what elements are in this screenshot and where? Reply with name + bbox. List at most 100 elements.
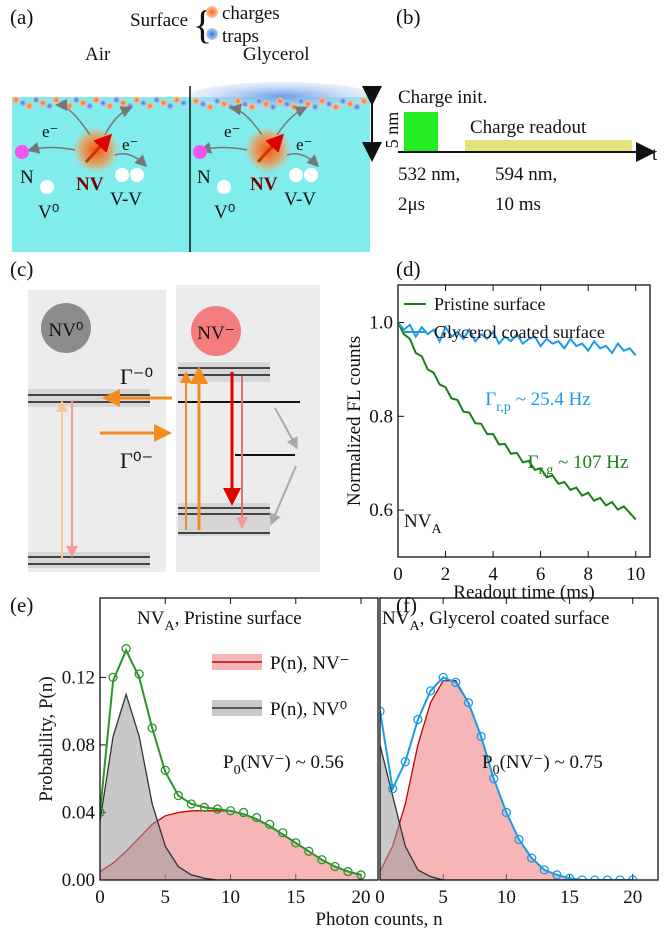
x-tick-label: 6	[536, 564, 546, 585]
plot-frame	[99, 597, 379, 881]
panel-c: NV⁰ NV⁻ Γ⁻⁰ Γ⁰⁻	[28, 285, 320, 572]
line	[100, 647, 362, 876]
surface-dot	[113, 96, 120, 104]
nv-label: NV	[250, 174, 278, 195]
annotation-part: NV	[382, 608, 410, 629]
annotation-part: NV	[137, 608, 165, 629]
annotation-part: A	[409, 619, 420, 634]
data-point	[577, 875, 587, 880]
data-point	[134, 669, 144, 679]
annotation: P0(NV⁻) ~ 0.56	[223, 752, 344, 778]
data-point	[425, 686, 436, 696]
y-tick-label: 0.8	[369, 406, 393, 427]
annotation-part: ~ 25.4 Hz	[511, 389, 591, 410]
surface-dot	[241, 100, 249, 108]
glycerol-layer	[190, 82, 374, 110]
surface-dot	[46, 102, 53, 110]
surface-dot	[199, 100, 207, 108]
surface-dot	[12, 96, 20, 104]
electron-label: e⁻	[42, 122, 59, 141]
data-point	[160, 765, 170, 775]
data-point	[400, 757, 410, 767]
y-tick-label: 0.04	[62, 802, 96, 823]
surface-dot	[290, 103, 298, 111]
annotation-part: (NV⁻) ~ 0.56	[241, 752, 344, 773]
area	[100, 694, 361, 880]
data-point	[463, 698, 474, 708]
charges-label: charges	[222, 3, 280, 24]
data-point	[451, 677, 461, 688]
vacancy	[304, 168, 318, 182]
data-point	[278, 828, 288, 838]
annotation-part: ~ 107 Hz	[553, 452, 628, 473]
vacancy	[289, 168, 303, 182]
area	[380, 680, 633, 880]
tunnel-arrow	[104, 106, 133, 136]
legend-label: P(n), NV⁰	[270, 699, 347, 720]
surface-dot	[269, 103, 277, 111]
vv-label: V-V	[110, 189, 142, 210]
data-point	[251, 812, 262, 823]
surface-dot	[311, 103, 319, 111]
data-point	[602, 875, 613, 880]
data-point	[291, 838, 301, 848]
legend-label: P(n), NV⁻	[270, 653, 350, 674]
nv-label: NV	[76, 174, 104, 195]
surface-dot	[66, 102, 74, 110]
level-band	[28, 552, 150, 568]
isc	[274, 407, 298, 450]
y-axis-label: Probability, P(n)	[36, 676, 57, 801]
annotation-part: , Pristine surface	[175, 608, 302, 629]
panel-a: Surface { charges traps Air Glycerol 5 n…	[12, 2, 402, 252]
surface-dot	[255, 97, 263, 105]
data-point	[265, 819, 275, 829]
surface-dot	[153, 96, 161, 104]
data-point	[238, 807, 249, 818]
readout-label: Charge readout	[470, 117, 587, 138]
annotation-part: 0	[234, 763, 241, 778]
data-point	[380, 706, 385, 716]
y-tick-label: 0.12	[62, 667, 95, 688]
yellow-wavelength: 594 nm,	[495, 164, 557, 185]
x-tick-label: 10	[497, 887, 516, 908]
surface-dot	[139, 99, 147, 107]
x-tick-label: 4	[488, 564, 498, 585]
trap-icon	[206, 28, 218, 40]
data-point	[100, 807, 105, 818]
surface-dot	[32, 96, 40, 104]
area-edge	[100, 692, 361, 880]
yellow-time: 10 ms	[495, 194, 541, 215]
surface-dot	[133, 96, 141, 104]
annotation-part: Γ	[485, 389, 496, 410]
green-wavelength: 532 nm,	[398, 164, 460, 185]
init-label: Charge init.	[398, 87, 487, 108]
data-point	[387, 784, 398, 794]
nv0-badge	[41, 303, 91, 353]
x-tick-label: 0	[375, 887, 385, 908]
x-axis-label: Readout time (ms)	[453, 582, 594, 603]
nv-spin	[256, 133, 285, 164]
line	[398, 322, 637, 521]
data-point	[476, 731, 486, 742]
annotation-part: , Glycerol coated surface	[420, 608, 610, 629]
data-point	[330, 861, 340, 872]
tunnel-arrow	[55, 99, 91, 136]
surface-dot	[213, 97, 221, 105]
electron-label: e⁻	[224, 122, 241, 141]
charts: 0 2 4 6 8 10 0.6 0.8 1.0 Pristine surface Glycerol…	[36, 284, 659, 930]
panel-b: Charge init. Charge readout t 532 nm, 2μ…	[398, 87, 658, 215]
area-edge	[380, 744, 633, 880]
nvm-label: NV⁻	[197, 323, 234, 344]
surface-dot	[297, 97, 305, 105]
data-point	[356, 870, 366, 880]
y-axis-label: Normalized FL counts	[344, 336, 365, 506]
data-point	[413, 714, 423, 725]
data-point	[514, 834, 524, 845]
panel-label: (a)	[10, 5, 33, 29]
isc	[269, 465, 297, 526]
surface-dot	[234, 97, 242, 105]
n-atom	[193, 145, 207, 159]
electron-label: e⁻	[122, 135, 139, 154]
vv-label: V-V	[284, 189, 316, 210]
panel-label: (f)	[396, 593, 417, 617]
